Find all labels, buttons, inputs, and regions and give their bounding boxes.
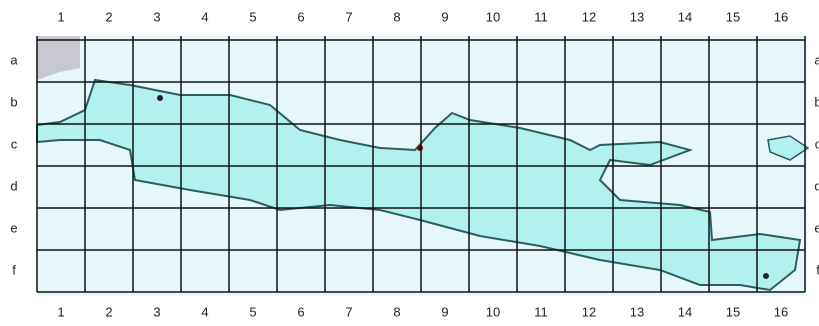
column-label: 11 xyxy=(534,304,548,319)
column-label: 6 xyxy=(297,304,304,319)
grid-map: 1234567891011121314151612345678910111213… xyxy=(0,0,819,326)
column-label: 9 xyxy=(441,9,448,24)
column-label: 10 xyxy=(486,304,500,319)
column-label: 1 xyxy=(57,9,64,24)
column-label: 15 xyxy=(726,304,740,319)
city-marker xyxy=(763,273,769,279)
row-label: c xyxy=(11,136,18,151)
column-label: 6 xyxy=(297,9,304,24)
column-label: 10 xyxy=(486,9,500,24)
column-label: 3 xyxy=(153,9,160,24)
column-label: 11 xyxy=(534,9,548,24)
column-label: 8 xyxy=(393,304,400,319)
column-label: 14 xyxy=(678,9,692,24)
column-label: 8 xyxy=(393,9,400,24)
row-label: f xyxy=(12,262,16,277)
column-label: 7 xyxy=(345,9,352,24)
column-label: 3 xyxy=(153,304,160,319)
row-label: a xyxy=(10,52,18,67)
column-label: 16 xyxy=(774,304,788,319)
row-label: a xyxy=(814,52,819,67)
column-label: 12 xyxy=(582,304,596,319)
column-label: 5 xyxy=(249,304,256,319)
column-label: 9 xyxy=(441,304,448,319)
column-label: 4 xyxy=(201,9,208,24)
city-marker xyxy=(417,145,423,151)
row-label: e xyxy=(814,220,819,235)
row-label: b xyxy=(814,94,819,109)
row-label: b xyxy=(10,94,17,109)
column-label: 13 xyxy=(630,9,644,24)
column-label: 7 xyxy=(345,304,352,319)
column-label: 5 xyxy=(249,9,256,24)
column-label: 16 xyxy=(774,9,788,24)
column-label: 2 xyxy=(105,304,112,319)
row-label: d xyxy=(10,178,17,193)
row-label: e xyxy=(10,220,17,235)
column-label: 13 xyxy=(630,304,644,319)
city-marker xyxy=(157,95,163,101)
row-label: d xyxy=(814,178,819,193)
column-label: 14 xyxy=(678,304,692,319)
column-label: 1 xyxy=(57,304,64,319)
column-label: 12 xyxy=(582,9,596,24)
row-label: c xyxy=(815,136,819,151)
column-label: 4 xyxy=(201,304,208,319)
column-label: 15 xyxy=(726,9,740,24)
column-label: 2 xyxy=(105,9,112,24)
